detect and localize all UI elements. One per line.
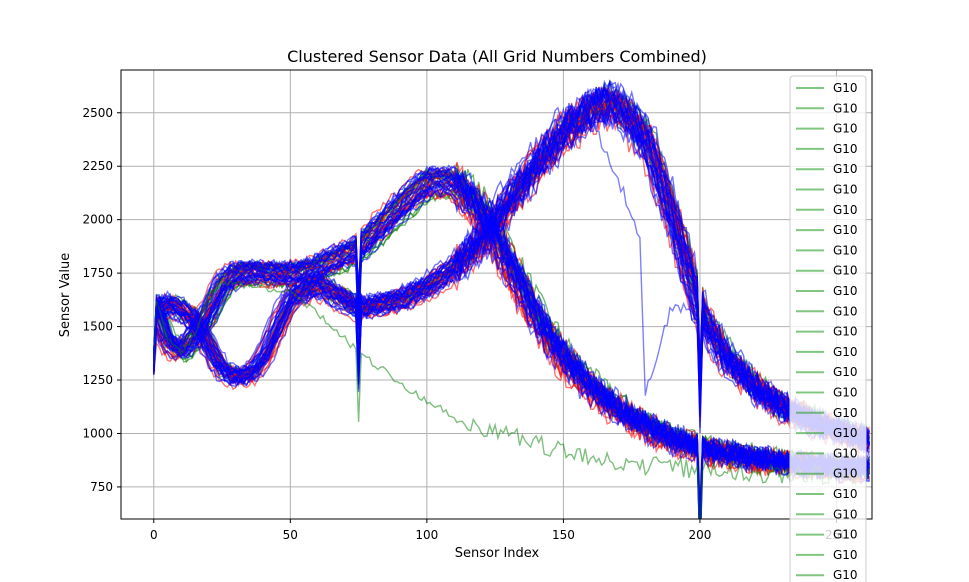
legend-label: G10 (833, 122, 858, 136)
y-tick-label: 2000 (82, 213, 113, 227)
legend-label: G10 (833, 345, 858, 359)
legend-label: G10 (833, 507, 858, 521)
y-axis: 750 1000 1250 1500 1750 2000 2250 2500 (82, 106, 121, 494)
x-axis-label: Sensor Index (455, 546, 540, 561)
y-axis-label: Sensor Value (58, 253, 73, 337)
y-tick-label: 1500 (82, 320, 113, 334)
legend-label: G10 (833, 81, 858, 95)
series-line (153, 108, 870, 454)
legend-label: G10 (833, 284, 858, 298)
legend-label: G10 (833, 365, 858, 379)
legend-label: G10 (833, 162, 858, 176)
legend-label: G10 (833, 142, 858, 156)
legend-label: G10 (833, 386, 858, 400)
legend-label: G10 (833, 446, 858, 460)
y-tick-label: 1750 (82, 266, 113, 280)
legend-label: G10 (833, 101, 858, 115)
legend-label: G10 (833, 406, 858, 420)
legend-label: G10 (833, 243, 858, 257)
plot-frame (120, 69, 873, 520)
legend-label: G10 (833, 223, 858, 237)
series-line (153, 187, 870, 519)
series-line (153, 95, 870, 450)
legend: G10 G10 G10 G10 G10 G10 G10 G10 G10 G10 G10 G10 G10 G… (789, 75, 867, 582)
series-line (153, 117, 870, 445)
x-tick-label: 0 (150, 528, 158, 542)
y-tick-label: 1000 (82, 426, 113, 440)
legend-label: G10 (833, 325, 858, 339)
x-tick-label: 200 (688, 528, 711, 542)
legend-label: G10 (833, 264, 858, 278)
legend-label: G10 (833, 304, 858, 318)
legend-label: G10 (833, 528, 858, 542)
series-line (153, 174, 870, 519)
legend-label: G10 (833, 426, 858, 440)
legend-label: G10 (833, 467, 858, 481)
series-line (153, 174, 870, 517)
x-tick-label: 50 (283, 528, 298, 542)
y-tick-label: 750 (90, 480, 113, 494)
legend-label: G10 (833, 203, 858, 217)
y-tick-label: 2250 (82, 159, 113, 173)
x-tick-label: 150 (552, 528, 575, 542)
legend-label: G10 (833, 487, 858, 501)
series-group (153, 79, 870, 519)
chart-title: Clustered Sensor Data (All Grid Numbers … (287, 47, 707, 66)
legend-label: G10 (833, 183, 858, 197)
legend-label: G10 (833, 568, 858, 582)
y-tick-label: 1250 (82, 373, 113, 387)
y-tick-label: 2500 (82, 106, 113, 120)
legend-label: G10 (833, 548, 858, 562)
series-line (153, 167, 870, 519)
x-axis: 050100150200250 (150, 519, 848, 542)
legend-box (789, 75, 867, 582)
x-tick-label: 100 (415, 528, 438, 542)
series-line (153, 278, 870, 519)
